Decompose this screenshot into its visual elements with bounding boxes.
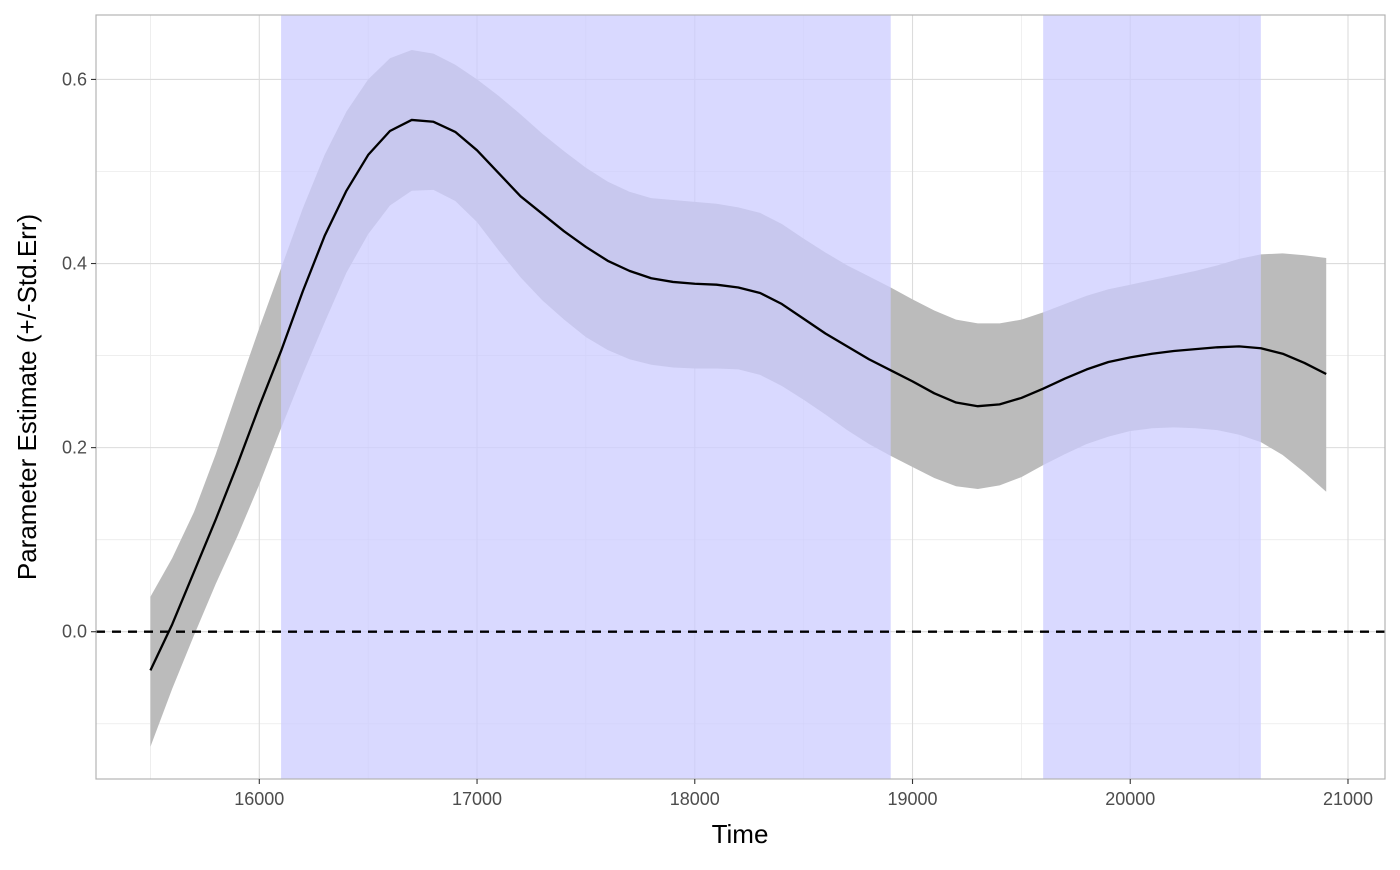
y-tick-label: 0.0	[62, 622, 87, 642]
y-axis-title: Parameter Estimate (+/-Std.Err)	[12, 214, 42, 580]
x-tick-label: 18000	[670, 789, 720, 809]
y-axis-ticks: 0.0 0.2 0.4 0.6	[62, 69, 96, 642]
plot-border	[95, 14, 1386, 780]
x-axis-title: Time	[712, 819, 769, 849]
y-tick-label: 0.4	[62, 254, 87, 274]
x-tick-label: 20000	[1105, 789, 1155, 809]
x-axis-ticks: 16000 17000 18000 19000 20000 21000	[234, 779, 1373, 809]
y-tick-label: 0.2	[62, 438, 87, 458]
x-tick-label: 21000	[1323, 789, 1373, 809]
highlight-regions-layer	[281, 15, 1261, 779]
y-tick-label: 0.6	[62, 69, 87, 89]
x-tick-label: 16000	[234, 789, 284, 809]
estimate-line-layer	[149, 118, 1327, 671]
x-tick-label: 19000	[887, 789, 937, 809]
highlight-region	[281, 15, 891, 779]
highlight-region	[1043, 15, 1261, 779]
estimate-line	[149, 118, 1327, 671]
x-tick-label: 17000	[452, 789, 502, 809]
